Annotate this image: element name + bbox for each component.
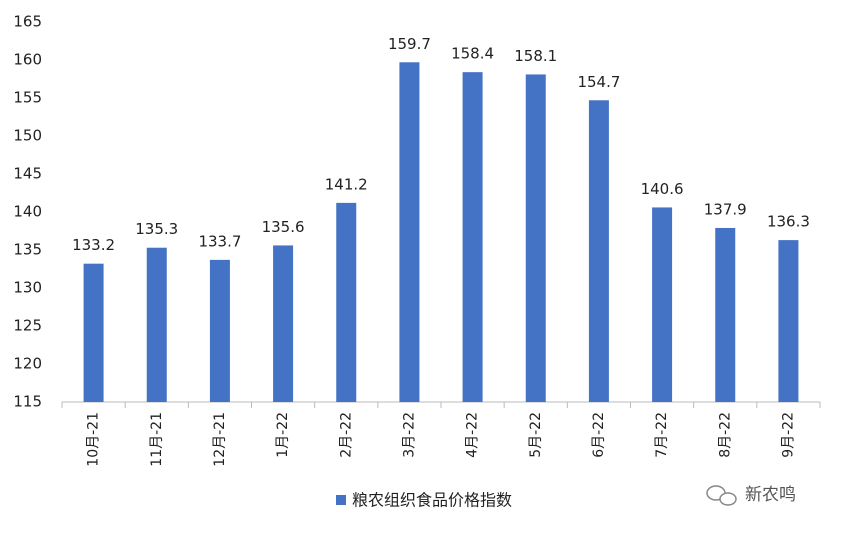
y-tick-label: 165 bbox=[13, 13, 42, 31]
y-tick-label: 145 bbox=[13, 165, 42, 183]
x-tick-label: 9月-22 bbox=[780, 412, 796, 458]
data-label: 135.6 bbox=[262, 218, 305, 236]
data-label: 158.1 bbox=[514, 47, 557, 65]
watermark: 新农鸣 bbox=[706, 485, 796, 506]
x-tick-label: 3月-22 bbox=[401, 412, 417, 458]
x-tick-label: 7月-22 bbox=[654, 412, 670, 458]
y-tick-label: 160 bbox=[13, 51, 42, 69]
data-label: 137.9 bbox=[704, 200, 747, 218]
y-tick-label: 130 bbox=[13, 279, 42, 297]
data-label: 154.7 bbox=[577, 73, 620, 91]
legend-swatch bbox=[336, 495, 346, 505]
x-tick-label: 5月-22 bbox=[528, 412, 544, 458]
bar bbox=[83, 263, 104, 402]
data-label: 136.3 bbox=[767, 213, 810, 231]
legend-label: 粮农组织食品价格指数 bbox=[352, 491, 512, 510]
bar bbox=[525, 74, 546, 402]
bar bbox=[336, 202, 357, 402]
y-tick-label: 125 bbox=[13, 317, 42, 335]
data-label: 141.2 bbox=[325, 175, 368, 193]
bar bbox=[273, 245, 294, 402]
y-tick-label: 135 bbox=[13, 241, 42, 259]
data-label: 135.3 bbox=[135, 220, 178, 238]
bar bbox=[462, 72, 483, 402]
data-label: 133.7 bbox=[198, 232, 241, 250]
bar bbox=[588, 100, 609, 402]
x-tick-label: 4月-22 bbox=[465, 412, 481, 458]
x-tick-label: 8月-22 bbox=[717, 412, 733, 458]
watermark-icon bbox=[719, 492, 737, 506]
bar bbox=[146, 247, 167, 402]
y-tick-label: 115 bbox=[13, 393, 42, 411]
y-tick-label: 150 bbox=[13, 127, 42, 145]
y-tick-label: 155 bbox=[13, 89, 42, 107]
x-tick-label: 2月-22 bbox=[338, 412, 354, 458]
x-tick-label: 11月-21 bbox=[149, 412, 165, 467]
bar bbox=[652, 207, 673, 402]
data-label: 159.7 bbox=[388, 35, 431, 53]
x-tick-label: 1月-22 bbox=[275, 412, 291, 458]
x-tick-label: 12月-21 bbox=[212, 412, 228, 467]
data-label: 140.6 bbox=[641, 180, 684, 198]
bar bbox=[399, 62, 420, 402]
bar bbox=[778, 240, 799, 402]
bar bbox=[715, 227, 736, 402]
y-tick-label: 120 bbox=[13, 355, 42, 373]
x-tick-label: 10月-21 bbox=[86, 412, 102, 467]
data-label: 133.2 bbox=[72, 236, 115, 254]
y-tick-label: 140 bbox=[13, 203, 42, 221]
data-label: 158.4 bbox=[451, 45, 494, 63]
bar bbox=[209, 259, 230, 402]
watermark-text: 新农鸣 bbox=[745, 485, 796, 505]
x-tick-label: 6月-22 bbox=[591, 412, 607, 458]
